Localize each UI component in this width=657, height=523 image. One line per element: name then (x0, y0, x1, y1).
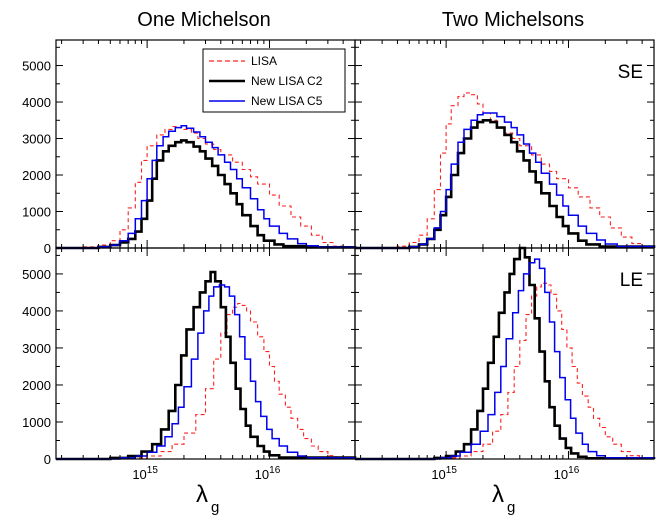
x-tick-label: 1015 (431, 465, 457, 482)
y-tick-label: 2000 (22, 378, 51, 393)
legend: LISA New LISA C2 New LISA C5 (202, 48, 346, 113)
y-tick-label: 0 (44, 452, 51, 467)
y-tick-label: 5000 (22, 59, 51, 74)
ticks-layer (56, 40, 655, 460)
series-new-lisa-c2-bottom-right (355, 246, 656, 461)
panel-tag-le: LE (620, 270, 643, 291)
series-new-lisa-c5-top-left (56, 125, 356, 249)
series-new-lisa-c2-top-left (56, 139, 357, 250)
x-tick-label: 1016 (554, 465, 580, 482)
panel-frame-bottom-right (354, 247, 655, 460)
series-layer (56, 92, 656, 461)
y-tick-label: 0 (44, 241, 51, 256)
series-new-lisa-c2-bottom-left (56, 270, 357, 461)
x-axis-label-subscript: g (507, 499, 515, 516)
series-new-lisa-c2-top-right (355, 119, 656, 250)
col-title-one-michelson: One Michelson (137, 9, 270, 31)
series-new-lisa-c5-top-right (355, 112, 655, 249)
text-layer: One Michelson Two Michelsons SE LE λ g λ… (22, 9, 643, 516)
y-tick-label: 5000 (22, 267, 51, 282)
x-tick-label: 1015 (132, 465, 158, 482)
col-title-two-michelsons: Two Michelsons (442, 9, 584, 31)
series-lisa-bottom-left (56, 302, 356, 460)
y-tick-label: 4000 (22, 95, 51, 110)
x-axis-label-symbol: λ (196, 481, 208, 508)
panel-tag-se: SE (618, 62, 643, 83)
series-new-lisa-c5-bottom-left (56, 284, 356, 460)
x-axis-label-subscript: g (211, 499, 219, 516)
series-new-lisa-c5-bottom-right (355, 258, 655, 460)
panel-frame-bottom-left (55, 247, 356, 460)
y-tick-label: 2000 (22, 168, 51, 183)
y-tick-label: 3000 (22, 132, 51, 147)
x-axis-label-left: λ g (196, 481, 219, 516)
legend-label-new-lisa-c5: New LISA C5 (251, 94, 323, 108)
x-axis-label-symbol: λ (492, 481, 504, 508)
y-tick-label: 4000 (22, 304, 51, 319)
x-axis-label-right: λ g (492, 481, 515, 516)
legend-label-new-lisa-c2: New LISA C2 (251, 74, 323, 88)
y-tick-label: 1000 (22, 415, 51, 430)
y-tick-label: 3000 (22, 341, 51, 356)
series-lisa-top-left (56, 125, 356, 249)
x-tick-label: 1016 (255, 465, 281, 482)
legend-label-lisa: LISA (251, 54, 277, 68)
y-tick-label: 1000 (22, 205, 51, 220)
